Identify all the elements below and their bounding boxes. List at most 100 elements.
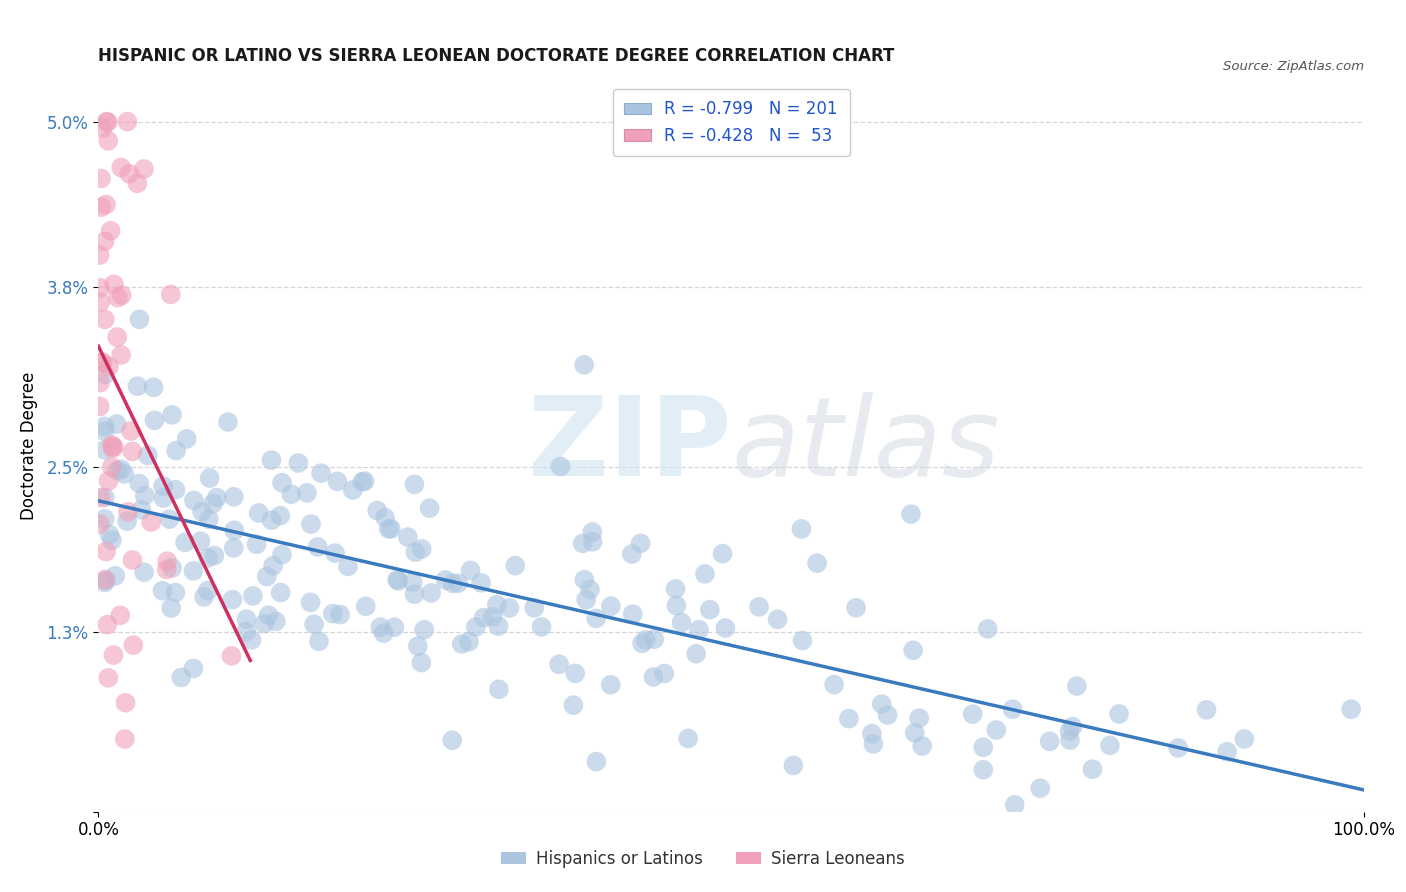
Point	[845, 600, 868, 615]
Point	[96, 617, 118, 632]
Point	[280, 487, 302, 501]
Point	[235, 612, 257, 626]
Point	[790, 522, 813, 536]
Point	[132, 161, 155, 176]
Point	[548, 657, 571, 672]
Point	[585, 755, 607, 769]
Point	[114, 696, 136, 710]
Point	[93, 368, 117, 382]
Point	[247, 506, 270, 520]
Point	[1340, 702, 1362, 716]
Point	[103, 277, 125, 292]
Point	[308, 634, 330, 648]
Point	[242, 589, 264, 603]
Point	[302, 617, 325, 632]
Point	[105, 417, 128, 431]
Point	[105, 463, 128, 477]
Point	[575, 592, 598, 607]
Point	[245, 537, 267, 551]
Point	[377, 522, 399, 536]
Point	[89, 517, 111, 532]
Point	[136, 448, 159, 462]
Point	[299, 517, 322, 532]
Point	[253, 616, 276, 631]
Point	[860, 727, 883, 741]
Text: ZIP: ZIP	[527, 392, 731, 500]
Point	[876, 708, 898, 723]
Point	[370, 620, 392, 634]
Legend: R = -0.799   N = 201, R = -0.428   N =  53: R = -0.799 N = 201, R = -0.428 N = 53	[613, 88, 849, 156]
Point	[307, 540, 329, 554]
Point	[269, 508, 291, 523]
Point	[323, 546, 346, 560]
Point	[485, 598, 508, 612]
Point	[96, 114, 118, 128]
Point	[97, 671, 120, 685]
Point	[287, 456, 309, 470]
Point	[91, 355, 114, 369]
Point	[112, 467, 135, 481]
Point	[972, 740, 994, 755]
Point	[159, 287, 181, 301]
Point	[142, 380, 165, 394]
Point	[396, 530, 419, 544]
Text: Source: ZipAtlas.com: Source: ZipAtlas.com	[1223, 60, 1364, 73]
Point	[165, 443, 187, 458]
Point	[198, 512, 221, 526]
Point	[404, 587, 426, 601]
Point	[131, 503, 153, 517]
Point	[404, 477, 426, 491]
Point	[870, 697, 893, 711]
Point	[911, 739, 934, 753]
Point	[117, 505, 139, 519]
Point	[1004, 797, 1026, 812]
Point	[904, 726, 927, 740]
Point	[562, 698, 585, 712]
Point	[366, 503, 388, 517]
Point	[599, 678, 621, 692]
Point	[111, 288, 134, 302]
Point	[498, 601, 520, 615]
Y-axis label: Doctorate Degree: Doctorate Degree	[20, 372, 38, 520]
Point	[1167, 740, 1189, 755]
Point	[121, 444, 143, 458]
Point	[585, 611, 607, 625]
Point	[222, 490, 245, 504]
Point	[523, 600, 546, 615]
Point	[458, 634, 481, 648]
Point	[94, 197, 117, 211]
Point	[221, 592, 243, 607]
Point	[193, 590, 215, 604]
Point	[89, 376, 111, 390]
Point	[352, 475, 374, 489]
Point	[693, 566, 716, 581]
Point	[295, 486, 318, 500]
Point	[94, 573, 117, 587]
Point	[766, 612, 789, 626]
Point	[387, 574, 409, 588]
Point	[152, 491, 174, 505]
Point	[374, 510, 396, 524]
Point	[643, 632, 665, 647]
Point	[217, 415, 239, 429]
Point	[108, 608, 131, 623]
Point	[94, 573, 117, 587]
Point	[571, 536, 593, 550]
Point	[901, 643, 924, 657]
Point	[676, 731, 699, 746]
Point	[205, 491, 228, 505]
Point	[91, 121, 114, 136]
Point	[160, 408, 183, 422]
Point	[488, 682, 510, 697]
Point	[90, 200, 112, 214]
Point	[862, 737, 884, 751]
Point	[1039, 734, 1062, 748]
Point	[450, 637, 472, 651]
Point	[353, 474, 375, 488]
Point	[101, 533, 124, 548]
Point	[156, 554, 179, 568]
Point	[404, 545, 426, 559]
Point	[699, 602, 721, 616]
Point	[93, 235, 115, 249]
Point	[93, 512, 117, 526]
